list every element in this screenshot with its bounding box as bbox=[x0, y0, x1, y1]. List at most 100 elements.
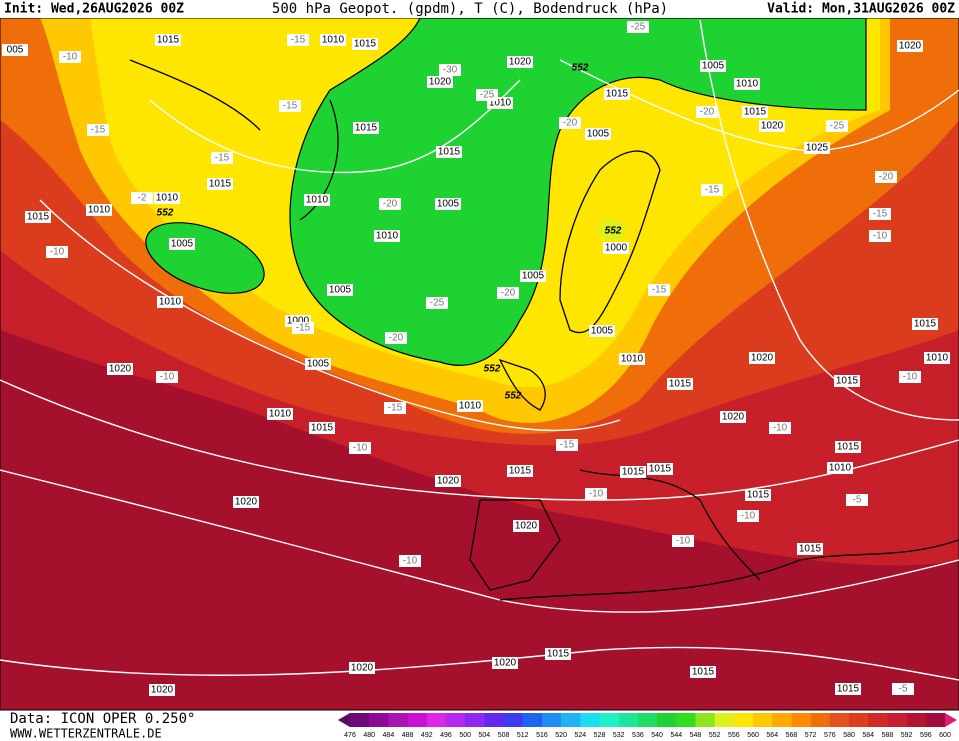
isobar-label: 1010 bbox=[621, 354, 644, 365]
colorbar-swatch bbox=[849, 713, 869, 727]
colorbar-swatch bbox=[388, 713, 409, 727]
isobar-label: 1010 bbox=[269, 409, 292, 420]
isobar-label: 1010 bbox=[829, 463, 852, 474]
isobar-label: 1020 bbox=[899, 41, 922, 52]
temperature-label: -10 bbox=[50, 247, 65, 258]
colorbar-swatch bbox=[753, 713, 773, 727]
isobar-label: 1015 bbox=[157, 35, 180, 46]
height-label: 552 bbox=[484, 364, 501, 375]
colorbar-label: 492 bbox=[421, 732, 433, 739]
temperature-label: -10 bbox=[741, 511, 756, 522]
valid-time: Valid: Mon,31AUG2026 00Z bbox=[767, 2, 955, 17]
colorbar-label: 488 bbox=[402, 732, 414, 739]
isobar-label-box bbox=[749, 352, 775, 364]
height-label: 552 bbox=[605, 226, 622, 237]
colorbar-label: 548 bbox=[690, 732, 702, 739]
isobar-label-box bbox=[349, 662, 375, 674]
temperature-label: -15 bbox=[873, 209, 888, 220]
temperature-label: -5 bbox=[899, 684, 908, 695]
isobar-label-box bbox=[700, 60, 726, 72]
isobar-label-box bbox=[155, 34, 181, 46]
colorbar-label: 500 bbox=[459, 732, 471, 739]
colorbar-label: 576 bbox=[824, 732, 836, 739]
temperature-label-box bbox=[476, 89, 498, 101]
colorbar-label: 524 bbox=[574, 732, 586, 739]
isobar-label-box bbox=[233, 496, 259, 508]
colorbar-label: 600 bbox=[939, 732, 951, 739]
colorbar-label: 516 bbox=[536, 732, 548, 739]
isobar-label: 1005 bbox=[437, 199, 460, 210]
temperature-label-box bbox=[292, 322, 314, 334]
isobar-label-box bbox=[435, 475, 461, 487]
map-background bbox=[0, 17, 959, 711]
isobar-label-box bbox=[507, 56, 533, 68]
temperature-label-box bbox=[46, 246, 68, 258]
isobar-label: 1015 bbox=[669, 379, 692, 390]
isobar-label-box bbox=[327, 284, 353, 296]
colorbar-arrow bbox=[338, 713, 350, 727]
temperature-label-box bbox=[131, 192, 153, 204]
isobar-label-box bbox=[457, 400, 483, 412]
colorbar-swatch bbox=[580, 713, 601, 727]
colorbar-label: 572 bbox=[805, 732, 817, 739]
isobar-label: 1015 bbox=[311, 423, 334, 434]
isobar-label: 1015 bbox=[649, 464, 672, 475]
colorbar-swatch bbox=[906, 713, 927, 727]
isobar-label-box bbox=[589, 325, 615, 337]
temperature-label: -15 bbox=[560, 440, 575, 451]
isobar-label-box bbox=[742, 106, 768, 118]
colorbar-swatch bbox=[714, 713, 735, 727]
temperature-label-box bbox=[627, 21, 649, 33]
temperature-label-box bbox=[769, 422, 791, 434]
temperature-label: -15 bbox=[283, 101, 298, 112]
colorbar-swatch bbox=[887, 713, 908, 727]
temperature-label-box bbox=[385, 332, 407, 344]
isobar-label: 1020 bbox=[151, 685, 174, 696]
isobar-label-box bbox=[207, 178, 233, 190]
isobar-label-box bbox=[667, 378, 693, 390]
isobar-label: 1010 bbox=[156, 193, 179, 204]
isobar-label: 1015 bbox=[836, 376, 859, 387]
isobar-label: 1005 bbox=[587, 129, 610, 140]
temperature-label-box bbox=[892, 683, 914, 695]
isobar-label-box bbox=[924, 352, 950, 364]
isobar-label: 1015 bbox=[438, 147, 461, 158]
isobar-label: 1020 bbox=[751, 353, 774, 364]
colorbar-label: 520 bbox=[555, 732, 567, 739]
isobar-label: 1010 bbox=[322, 35, 345, 46]
temperature-label-box bbox=[846, 494, 868, 506]
colorbar-label: 568 bbox=[786, 732, 798, 739]
isobar-label: 1005 bbox=[329, 285, 352, 296]
colorbar-swatch bbox=[733, 713, 754, 727]
colorbar-swatch bbox=[503, 713, 524, 727]
isobar-label-box bbox=[2, 44, 28, 56]
isobar-label-box bbox=[720, 411, 746, 423]
isobar-label-box bbox=[835, 441, 861, 453]
isobar-label: 1020 bbox=[437, 476, 460, 487]
isobar-label: 1015 bbox=[547, 649, 570, 660]
colorbar-label: 552 bbox=[709, 732, 721, 739]
temperature-label-box bbox=[672, 535, 694, 547]
temperature-label: -25 bbox=[631, 22, 646, 33]
isobar-label: 1015 bbox=[692, 667, 715, 678]
colorbar-swatch bbox=[407, 713, 428, 727]
header-bar bbox=[0, 0, 959, 18]
temperature-label-box bbox=[875, 171, 897, 183]
temperature-label-box bbox=[826, 120, 848, 132]
isobar-label: 1015 bbox=[209, 179, 232, 190]
colorbar-label: 580 bbox=[843, 732, 855, 739]
colorbar-swatch bbox=[369, 713, 389, 727]
isobar-label: 1005 bbox=[702, 61, 725, 72]
temperature-label-box bbox=[556, 439, 578, 451]
temperature-label-box bbox=[279, 100, 301, 112]
isobar-label: 1020 bbox=[509, 57, 532, 68]
isobar-label-box bbox=[86, 204, 112, 216]
isobar-label-box bbox=[427, 76, 453, 88]
isobar-label: 1015 bbox=[622, 467, 645, 478]
colorbar-label: 560 bbox=[747, 732, 759, 739]
isobar-label: 1020 bbox=[515, 521, 538, 532]
colorbar: 476 480 484 488 492 496 500 504 508 512 516 520 524 5… bbox=[338, 713, 957, 739]
isobar-label-box bbox=[304, 194, 330, 206]
isobar-label-box bbox=[545, 648, 571, 660]
